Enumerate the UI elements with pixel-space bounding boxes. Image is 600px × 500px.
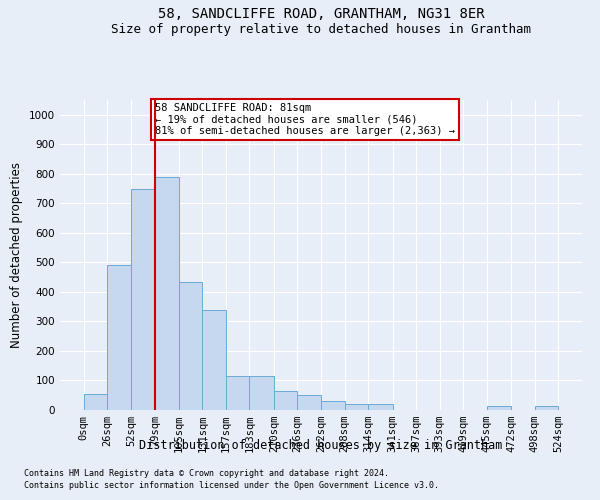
Bar <box>131 188 155 410</box>
Y-axis label: Number of detached properties: Number of detached properties <box>10 162 23 348</box>
Text: Contains HM Land Registry data © Crown copyright and database right 2024.: Contains HM Land Registry data © Crown c… <box>24 468 389 477</box>
Bar <box>535 406 558 410</box>
Bar <box>298 395 321 410</box>
Bar <box>155 177 179 410</box>
Bar <box>84 394 107 410</box>
Bar <box>179 282 202 410</box>
Text: Contains public sector information licensed under the Open Government Licence v3: Contains public sector information licen… <box>24 481 439 490</box>
Bar <box>344 404 368 410</box>
Bar <box>487 406 511 410</box>
Bar <box>202 310 226 410</box>
Text: 58, SANDCLIFFE ROAD, GRANTHAM, NG31 8ER: 58, SANDCLIFFE ROAD, GRANTHAM, NG31 8ER <box>158 8 484 22</box>
Text: Distribution of detached houses by size in Grantham: Distribution of detached houses by size … <box>139 440 503 452</box>
Text: Size of property relative to detached houses in Grantham: Size of property relative to detached ho… <box>111 22 531 36</box>
Bar <box>274 391 298 410</box>
Bar <box>321 401 344 410</box>
Bar <box>368 404 392 410</box>
Bar <box>250 376 274 410</box>
Text: 58 SANDCLIFFE ROAD: 81sqm
← 19% of detached houses are smaller (546)
81% of semi: 58 SANDCLIFFE ROAD: 81sqm ← 19% of detac… <box>155 103 455 136</box>
Bar <box>226 376 250 410</box>
Bar <box>107 266 131 410</box>
